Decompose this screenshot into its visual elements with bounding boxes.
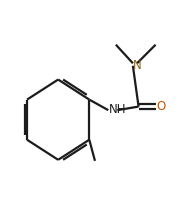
Text: N: N [133,59,142,72]
Text: NH: NH [109,103,126,116]
Text: O: O [156,100,166,113]
